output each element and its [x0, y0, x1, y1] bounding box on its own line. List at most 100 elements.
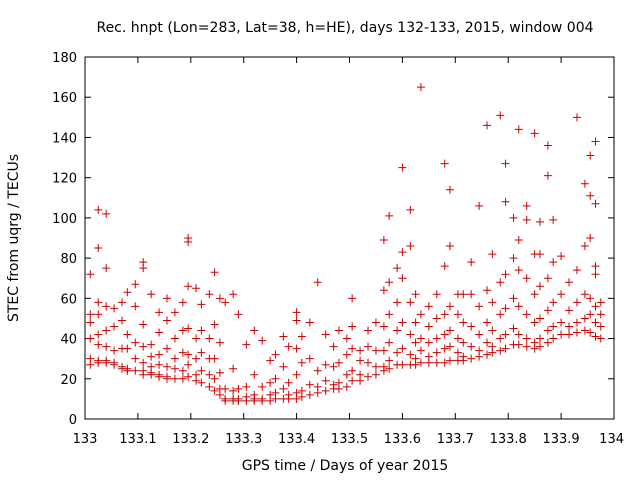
data-point: [557, 252, 566, 261]
data-point: [535, 334, 544, 343]
data-point: [250, 326, 259, 335]
data-point: [501, 304, 510, 313]
data-point: [86, 310, 95, 319]
data-point: [250, 396, 259, 405]
data-point: [155, 372, 164, 381]
data-point: [364, 326, 373, 335]
data-point: [530, 129, 539, 138]
data-point: [385, 310, 394, 319]
data-point: [385, 338, 394, 347]
data-point: [393, 348, 402, 357]
data-point: [118, 298, 127, 307]
data-point: [385, 364, 394, 373]
data-point: [348, 344, 357, 353]
data-point: [321, 386, 330, 395]
data-point: [514, 302, 523, 311]
data-point: [210, 320, 219, 329]
data-point: [440, 159, 449, 168]
data-point: [221, 384, 230, 393]
data-point: [250, 370, 259, 379]
data-point: [184, 282, 193, 291]
data-point: [297, 392, 306, 401]
data-point: [356, 356, 365, 365]
data-point: [440, 358, 449, 367]
y-tick-label: 60: [60, 292, 77, 307]
data-point: [210, 386, 219, 395]
data-point: [483, 350, 492, 359]
data-point: [379, 322, 388, 331]
data-point: [123, 330, 132, 339]
data-point: [297, 358, 306, 367]
data-point: [416, 83, 425, 92]
data-point: [586, 328, 595, 337]
data-point: [170, 374, 179, 383]
data-point: [102, 302, 111, 311]
data-point: [440, 344, 449, 353]
data-point: [591, 199, 600, 208]
data-point: [509, 324, 518, 333]
data-point: [549, 334, 558, 343]
data-point: [197, 366, 206, 375]
data-point: [440, 330, 449, 339]
data-point: [543, 141, 552, 150]
data-point: [549, 258, 558, 267]
y-tick: 120: [52, 172, 614, 187]
data-point: [514, 330, 523, 339]
data-point: [155, 350, 164, 359]
y-tick: 100: [52, 212, 614, 227]
data-point: [475, 201, 484, 210]
data-point: [416, 358, 425, 367]
data-point: [543, 306, 552, 315]
data-point: [348, 294, 357, 303]
data-point: [234, 384, 243, 393]
data-point: [242, 396, 251, 405]
data-point: [459, 290, 468, 299]
data-point: [147, 290, 156, 299]
data-point: [496, 310, 505, 319]
data-point: [348, 322, 357, 331]
y-tick-label: 0: [69, 413, 77, 428]
data-point: [586, 310, 595, 319]
data-point: [215, 390, 224, 399]
data-point: [580, 326, 589, 335]
data-point: [522, 310, 531, 319]
data-point: [565, 322, 574, 331]
data-point: [258, 396, 267, 405]
data-point: [266, 378, 275, 387]
data-point: [348, 376, 357, 385]
data-point: [342, 334, 351, 343]
data-point: [139, 320, 148, 329]
data-point: [178, 298, 187, 307]
data-point: [446, 326, 455, 335]
data-point: [192, 334, 201, 343]
data-point: [591, 270, 600, 279]
x-tick-label: 134: [599, 432, 624, 447]
data-point: [379, 366, 388, 375]
x-tick: 133.7: [437, 57, 474, 447]
data-point: [496, 346, 505, 355]
data-point: [266, 396, 275, 405]
data-point: [459, 338, 468, 347]
data-point: [356, 376, 365, 385]
data-point: [530, 290, 539, 299]
data-point: [197, 300, 206, 309]
data-point: [123, 366, 132, 375]
data-point: [305, 318, 314, 327]
data-point: [385, 278, 394, 287]
x-tick: 133.6: [384, 57, 421, 447]
data-point: [279, 362, 288, 371]
data-point: [406, 242, 415, 251]
data-point: [102, 209, 111, 218]
data-point: [488, 250, 497, 259]
data-point: [170, 308, 179, 317]
data-point: [535, 217, 544, 226]
data-point: [184, 350, 193, 359]
y-tick: 20: [60, 373, 614, 388]
x-tick-label: 133.2: [172, 432, 209, 447]
data-point: [580, 242, 589, 251]
data-point: [406, 205, 415, 214]
data-point: [488, 348, 497, 357]
y-tick: 140: [52, 131, 614, 146]
data-point: [453, 348, 462, 357]
data-point: [197, 378, 206, 387]
